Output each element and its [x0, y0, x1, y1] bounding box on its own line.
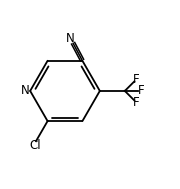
Text: Cl: Cl: [29, 139, 41, 152]
Text: N: N: [21, 84, 30, 97]
Text: F: F: [133, 96, 140, 109]
Text: F: F: [133, 73, 140, 86]
Text: N: N: [66, 32, 75, 45]
Text: F: F: [138, 84, 145, 97]
